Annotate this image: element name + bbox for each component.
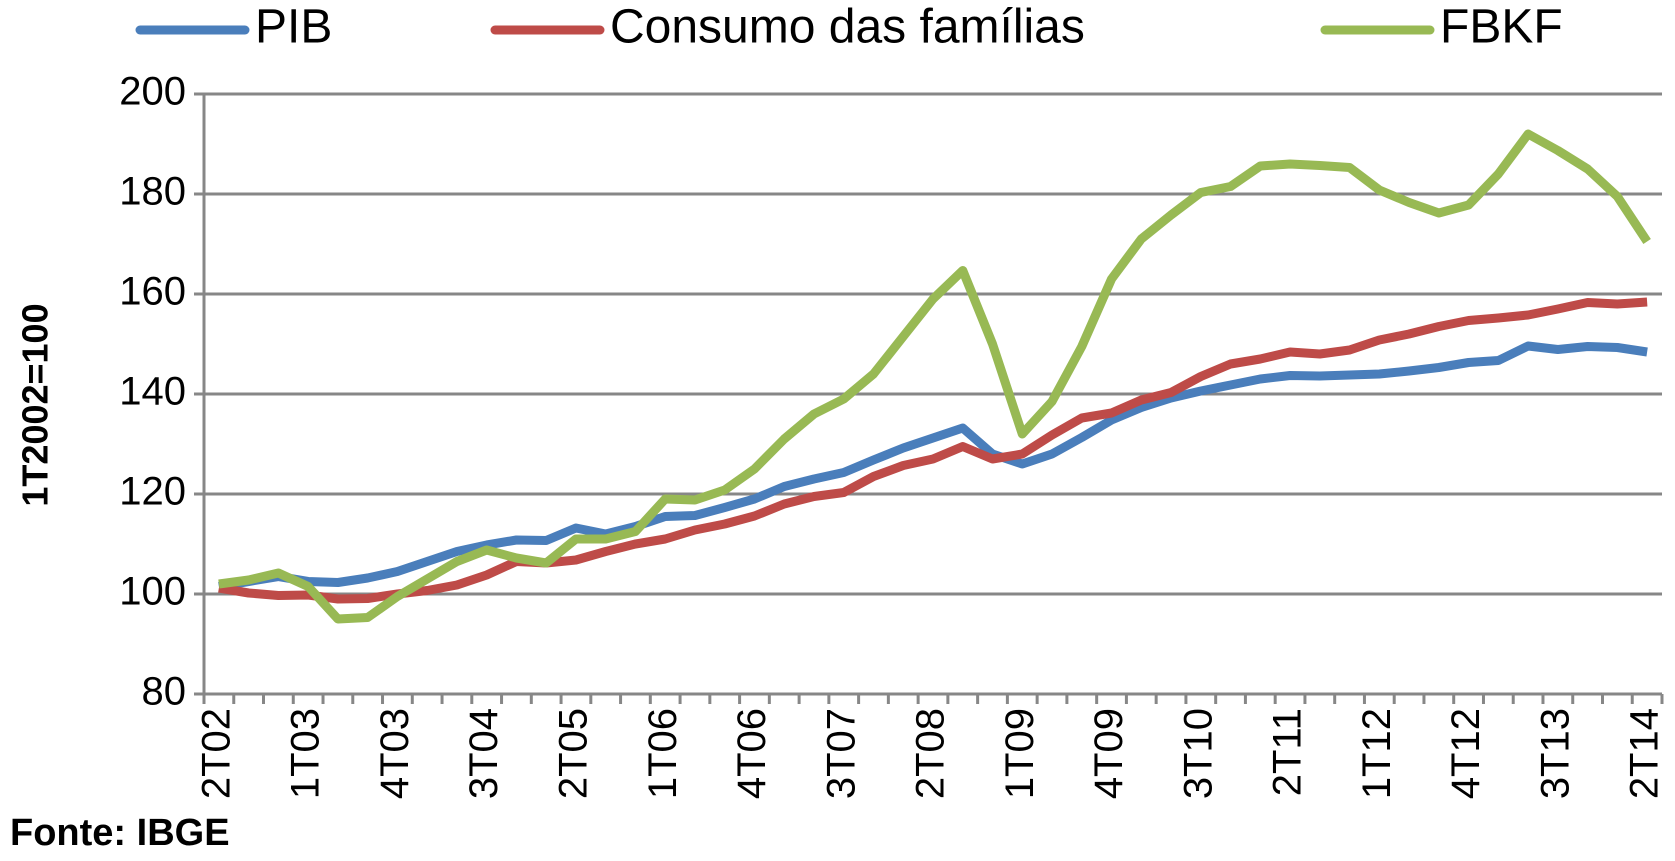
y-tick-label: 80 [142,670,187,714]
x-tick-label: 3T10 [1176,708,1220,799]
legend-label: PIB [255,1,332,54]
x-tick-label: 3T13 [1533,708,1577,799]
y-tick-label: 140 [119,370,186,414]
legend-label: FBKF [1440,1,1563,54]
x-tick-label: 2T05 [552,708,596,799]
x-tick-label: 2T02 [194,708,238,799]
x-tick-label: 1T12 [1355,708,1399,799]
y-tick-label: 180 [119,170,186,214]
x-tick-label: 4T09 [1087,708,1131,799]
series-line [218,129,1651,624]
series-line [218,297,1648,604]
source-note: Fonte: IBGE [10,812,230,854]
y-tick-label: 120 [119,470,186,514]
y-tick-label: 100 [119,570,186,614]
x-tick-label: 1T06 [641,708,685,799]
series-line [218,341,1648,591]
x-tick-label: 2T11 [1266,708,1310,796]
y-axis-label: 1T2002=100 [15,303,56,506]
x-tick-label: 3T07 [819,708,863,799]
x-tick-label: 1T03 [284,708,328,799]
x-tick-label: 4T12 [1444,708,1488,799]
legend-label: Consumo das famílias [610,1,1085,54]
x-tick-label: 2T08 [909,708,953,799]
x-tick-label: 2T14 [1623,708,1667,799]
y-tick-label: 160 [119,270,186,314]
x-tick-label: 4T03 [373,708,417,799]
y-tick-label: 200 [119,70,186,114]
x-tick-label: 3T04 [462,708,506,799]
x-tick-label: 1T09 [998,708,1042,799]
x-tick-label: 4T06 [730,708,774,799]
